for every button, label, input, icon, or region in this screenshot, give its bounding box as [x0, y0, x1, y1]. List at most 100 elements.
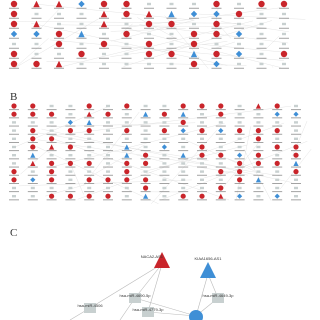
edge — [37, 132, 209, 161]
node-text — [279, 37, 289, 39]
box-node — [259, 52, 264, 56]
triangle-node — [255, 177, 261, 183]
edge — [54, 45, 148, 69]
node-text — [65, 150, 76, 152]
node-text — [84, 199, 95, 201]
circle-node — [274, 103, 280, 109]
triangle-node — [86, 111, 92, 117]
box-node — [282, 42, 286, 46]
diamond-node — [180, 128, 186, 134]
edge — [110, 41, 228, 57]
circle-node — [86, 103, 92, 109]
box-node — [147, 32, 151, 36]
circle-node — [10, 0, 18, 8]
node-text — [279, 67, 289, 69]
box-node — [49, 186, 54, 190]
circle-node — [10, 60, 18, 68]
node-text — [121, 158, 132, 160]
node-text — [159, 158, 170, 160]
node-text — [272, 142, 283, 143]
node-text — [27, 150, 38, 152]
node-text — [144, 37, 154, 39]
node-text — [178, 125, 189, 127]
triangle-node — [55, 60, 63, 68]
node-text — [256, 7, 267, 9]
node-text — [76, 17, 87, 19]
box-node — [282, 22, 286, 26]
circle-node — [67, 128, 73, 134]
node-text — [178, 142, 189, 143]
circle-node — [213, 50, 220, 58]
node-text — [234, 67, 244, 69]
node-text — [279, 27, 289, 29]
circle-node — [199, 103, 205, 109]
box-node — [169, 32, 174, 36]
circle-node — [123, 10, 130, 18]
node-text — [9, 47, 19, 49]
node-text — [9, 125, 19, 127]
box-node — [124, 137, 129, 140]
diamond-node — [78, 0, 85, 8]
node-text — [121, 27, 132, 29]
box-node — [181, 178, 186, 181]
circle-node — [49, 160, 55, 166]
circle-node — [78, 50, 85, 58]
node-text — [197, 150, 207, 152]
node-text — [9, 199, 19, 201]
box-node — [282, 32, 286, 36]
node-text — [9, 142, 19, 143]
box-node — [79, 12, 84, 16]
circle-node — [168, 20, 175, 28]
node-text — [178, 150, 189, 152]
circle-node — [55, 40, 63, 48]
circle-node — [161, 111, 167, 117]
circle-node — [255, 160, 261, 166]
diamond-node — [33, 30, 40, 38]
node-text — [234, 7, 244, 9]
node-text — [256, 57, 267, 59]
node-text — [159, 142, 170, 143]
node-text — [197, 183, 207, 184]
node-text — [234, 109, 245, 111]
node-text — [256, 47, 267, 49]
node-text — [189, 37, 199, 39]
node-text — [178, 199, 189, 201]
node-text — [166, 47, 177, 49]
node-text — [84, 183, 95, 184]
node-text — [189, 17, 199, 19]
node-text — [27, 183, 38, 184]
node-text — [234, 142, 245, 143]
node-text — [197, 125, 207, 127]
box-node — [237, 137, 242, 140]
box-node — [169, 42, 174, 46]
node-text — [9, 166, 19, 168]
node-text — [140, 166, 151, 168]
node-text — [121, 47, 132, 49]
node-text — [54, 57, 64, 59]
node-text — [253, 117, 264, 119]
node-text — [65, 117, 76, 119]
circle-node — [180, 119, 186, 125]
circle-node — [123, 0, 130, 8]
box-node — [124, 52, 129, 56]
panel-label: B — [10, 91, 17, 103]
circle-node — [86, 193, 92, 199]
node-text — [103, 133, 113, 135]
diamond-node — [274, 193, 280, 199]
triangle-node — [86, 119, 92, 125]
node-text — [99, 57, 109, 59]
node-text — [9, 150, 19, 152]
node-text — [272, 109, 283, 111]
circle-node — [189, 310, 203, 320]
circle-node — [235, 10, 243, 18]
circle-node — [105, 193, 111, 199]
node-text — [234, 57, 244, 59]
node-text — [9, 37, 19, 39]
node-text — [211, 27, 222, 29]
node-text — [272, 117, 283, 119]
node-text — [9, 27, 19, 29]
box-node — [275, 137, 280, 140]
node-text — [159, 166, 170, 168]
circle-node — [199, 152, 205, 158]
diamond-node — [237, 193, 243, 199]
